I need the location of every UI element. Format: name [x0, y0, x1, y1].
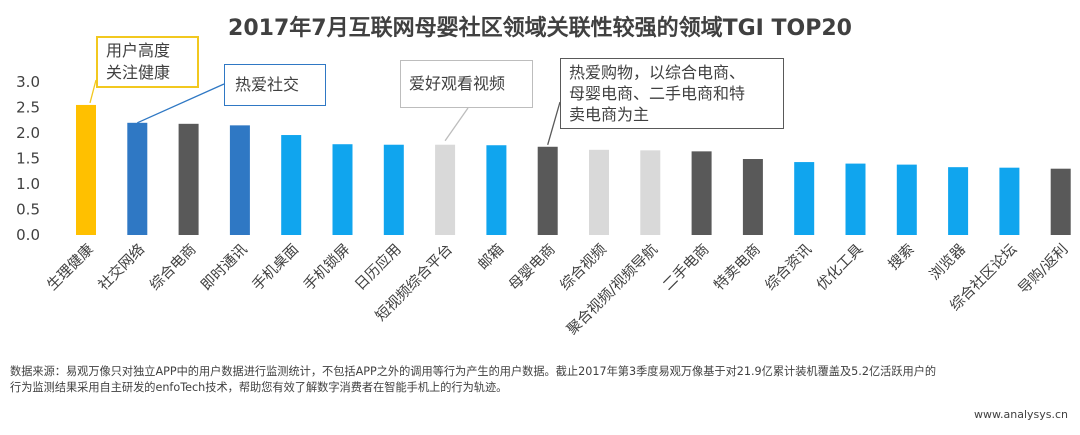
bar	[383, 144, 404, 235]
bar	[896, 164, 917, 235]
x-tick-label: 聚合视频/视频导航	[564, 240, 662, 338]
footnote-line-1: 数据来源：易观万像只对独立APP中的用户数据进行监测统计，不包括APP之外的调用…	[10, 365, 937, 378]
bar	[845, 163, 866, 235]
y-tick-label: 0.5	[16, 201, 40, 219]
x-tick-label: 手机桌面	[249, 241, 302, 294]
bar	[127, 122, 148, 235]
annotation-video: 爱好观看视频	[400, 60, 533, 108]
x-tick-label: 手机锁屏	[300, 241, 353, 294]
y-tick-label: 3.0	[16, 73, 40, 91]
annotation-health: 用户高度 关注健康	[96, 36, 199, 88]
bar	[537, 146, 558, 235]
y-tick-label: 2.5	[16, 99, 40, 117]
bar	[640, 150, 661, 235]
bar	[999, 167, 1020, 235]
annotation-shopping: 热爱购物，以综合电商、 母婴电商、二手电商和特 卖电商为主	[560, 58, 784, 129]
x-tick-label: 综合资讯	[762, 240, 815, 293]
bar-chart: 0.0 0.5 1.0 1.5 2.0 2.5 3.0 生理健康社交网络综合电商即时通讯手机…	[16, 73, 1072, 338]
annotation-social: 热爱社交	[224, 64, 326, 106]
x-tick-label: 社交网络	[94, 240, 148, 294]
x-tick-label: 邮箱	[475, 241, 508, 274]
annotation-leaders	[89, 79, 561, 145]
bar	[589, 149, 609, 235]
bar	[948, 167, 969, 235]
bar	[1050, 168, 1071, 235]
x-tick-label: 二手电商	[659, 241, 712, 294]
x-tick-label: 母婴电商	[505, 241, 558, 294]
annotation-leader-line	[137, 83, 225, 124]
x-tick-label: 优化工具	[813, 241, 866, 294]
bar	[178, 123, 199, 235]
bar	[76, 104, 96, 235]
y-tick-label: 1.5	[16, 150, 40, 168]
bar	[435, 144, 456, 235]
bar	[332, 144, 353, 235]
bars	[76, 104, 1071, 235]
bar	[794, 162, 815, 235]
bar	[486, 145, 507, 235]
annotation-leader-line	[89, 79, 97, 104]
footnote-line-2: 行为监测结果采用自主研发的enfoTech技术，帮助您有效了解数字消费者在智能手…	[10, 381, 508, 394]
x-tick-label: 综合电商	[146, 241, 199, 294]
x-tick-label: 导购/返利	[1015, 241, 1071, 297]
x-tick-label: 搜索	[885, 241, 918, 274]
x-tick-label: 综合视频	[557, 240, 610, 293]
x-tick-label: 特卖电商	[711, 241, 764, 294]
bar	[281, 135, 302, 235]
annotation-leader-line	[547, 101, 561, 145]
bar	[691, 151, 712, 235]
y-axis: 0.0 0.5 1.0 1.5 2.0 2.5 3.0	[16, 73, 40, 244]
y-tick-label: 1.0	[16, 175, 40, 193]
data-source-footnote: 数据来源：易观万像只对独立APP中的用户数据进行监测统计，不包括APP之外的调用…	[10, 364, 1075, 396]
annotation-leader-line	[444, 107, 469, 142]
y-tick-label: 0.0	[16, 226, 40, 244]
x-tick-label: 生理健康	[44, 241, 97, 294]
bar	[742, 159, 763, 235]
x-tick-label: 日历应用	[351, 240, 405, 294]
y-tick-label: 2.0	[16, 124, 40, 142]
bar	[229, 125, 250, 235]
site-url: www.analysys.cn	[974, 408, 1068, 421]
x-tick-label: 浏览器	[926, 240, 969, 283]
x-tick-label: 即时通讯	[198, 240, 251, 293]
chart-title: 2017年7月互联网母婴社区领域关联性较强的领域TGI TOP20	[228, 16, 852, 41]
